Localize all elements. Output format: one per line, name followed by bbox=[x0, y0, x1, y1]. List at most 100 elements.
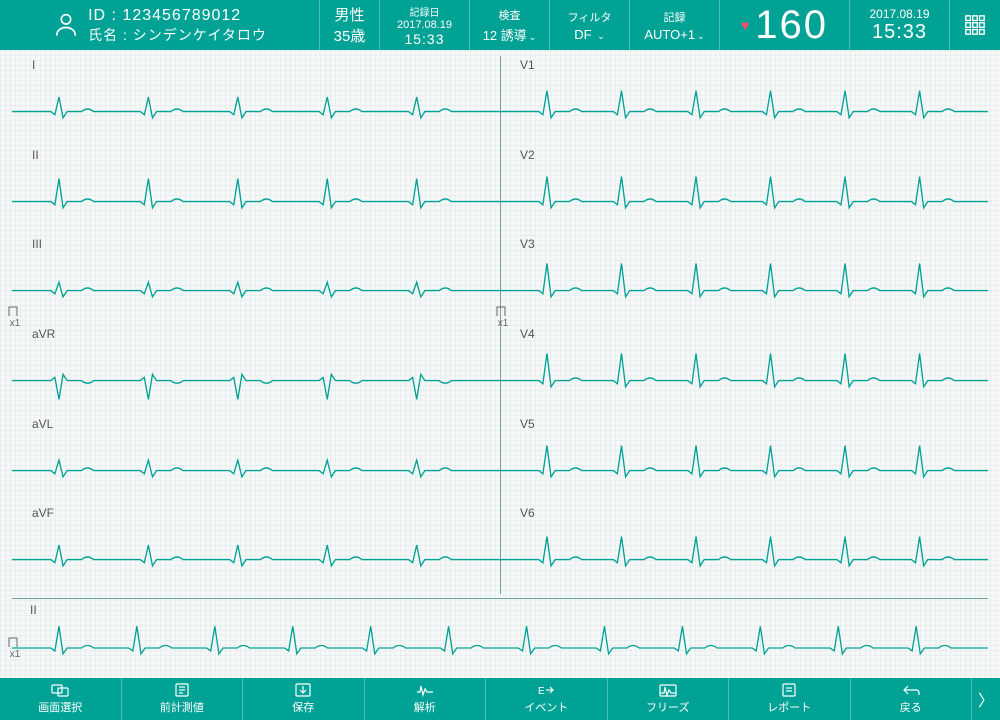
button-label: フリーズ bbox=[646, 699, 689, 715]
layout-grid-button[interactable] bbox=[950, 0, 1000, 50]
record-time: 15:33 bbox=[404, 31, 444, 47]
leads-column-left: IIIIIIaVRx1aVLaVF bbox=[12, 56, 500, 594]
prev-measure-button[interactable]: 前計測値 bbox=[122, 678, 244, 720]
lead-row: aVR bbox=[12, 325, 500, 415]
rhythm-lead-label: II bbox=[30, 603, 37, 617]
ecg-display-area: IIIIIIaVRx1aVLaVF V1V2V3V4x1V5V6 II x1 bbox=[0, 50, 1000, 678]
wave-icon bbox=[416, 683, 434, 697]
lead-label: V2 bbox=[520, 148, 535, 162]
clock-block: 2017.08.19 15:33 bbox=[850, 0, 950, 50]
button-label: 保存 bbox=[292, 699, 314, 715]
back-button[interactable]: 戻る bbox=[851, 678, 973, 720]
lead-row: V3 bbox=[500, 235, 988, 325]
lead-label: aVR bbox=[32, 327, 55, 341]
lead-label: V6 bbox=[520, 506, 535, 520]
lead-row: V4 bbox=[500, 325, 988, 415]
lead-label: V5 bbox=[520, 417, 535, 431]
lead-row: V1 bbox=[500, 56, 988, 146]
leads-column-right: V1V2V3V4x1V5V6 bbox=[500, 56, 988, 594]
freeze-button[interactable]: フリーズ bbox=[608, 678, 730, 720]
lead-trace bbox=[500, 415, 988, 505]
lead-trace bbox=[500, 146, 988, 236]
lead-trace bbox=[12, 235, 500, 325]
lead-row: I bbox=[12, 56, 500, 146]
rhythm-trace bbox=[12, 599, 988, 678]
button-label: 解析 bbox=[414, 699, 436, 715]
heart-icon: ♥ bbox=[741, 17, 749, 33]
analysis-button[interactable]: 解析 bbox=[365, 678, 487, 720]
lead-label: II bbox=[32, 148, 39, 162]
svg-text:E: E bbox=[538, 686, 545, 697]
button-label: レポート bbox=[767, 699, 811, 715]
heart-rate-value: 160 bbox=[755, 3, 828, 48]
record-date-label: 記録日 bbox=[410, 4, 440, 19]
record-mode-value: AUTO+1 bbox=[644, 27, 695, 42]
exam-label: 検査 bbox=[499, 7, 521, 23]
lead-trace bbox=[500, 504, 988, 594]
lead-trace bbox=[500, 325, 988, 415]
monitors-icon bbox=[51, 683, 69, 697]
lead-trace bbox=[12, 504, 500, 594]
lead-row: V6 bbox=[500, 504, 988, 594]
save-button[interactable]: 保存 bbox=[243, 678, 365, 720]
doc-lines-icon bbox=[173, 683, 191, 697]
id-value: 123456789012 bbox=[122, 7, 241, 24]
button-label: 画面選択 bbox=[38, 699, 82, 715]
clock-time: 15:33 bbox=[872, 21, 927, 44]
record-mode-label: 記録 bbox=[664, 9, 686, 25]
lead-row: aVF bbox=[12, 504, 500, 594]
button-label: 戻る bbox=[900, 699, 922, 715]
report-icon bbox=[780, 683, 798, 697]
header-bar: ID : 123456789012 氏名 : シンデンケイタロウ 男性 35歳 … bbox=[0, 0, 1000, 50]
person-icon bbox=[52, 10, 80, 41]
lead-trace bbox=[500, 56, 988, 146]
grid-icon bbox=[964, 14, 986, 36]
record-date-block: 記録日 2017.08.19 15:33 bbox=[380, 0, 470, 50]
screen-select-button[interactable]: 画面選択 bbox=[0, 678, 122, 720]
lead-row: II bbox=[12, 146, 500, 236]
lead-row: aVL bbox=[12, 415, 500, 505]
lead-trace bbox=[12, 56, 500, 146]
lead-trace bbox=[12, 325, 500, 415]
chevron-down-icon: ⌄ bbox=[697, 31, 705, 41]
freeze-icon bbox=[659, 683, 677, 697]
patient-block: ID : 123456789012 氏名 : シンデンケイタロウ bbox=[0, 0, 320, 50]
id-label: ID : bbox=[88, 7, 117, 24]
lead-row: V5 bbox=[500, 415, 988, 505]
record-mode-dropdown[interactable]: 記録 AUTO+1⌄ bbox=[630, 0, 720, 50]
lead-trace bbox=[12, 415, 500, 505]
report-button[interactable]: レポート bbox=[729, 678, 851, 720]
lead-row: V2 bbox=[500, 146, 988, 236]
name-value: シンデンケイタロウ bbox=[133, 27, 267, 43]
lead-label: aVF bbox=[32, 506, 54, 520]
sex-age-block: 男性 35歳 bbox=[320, 0, 380, 50]
heart-rate-block: ♥ 160 bbox=[720, 0, 850, 50]
lead-label: I bbox=[32, 58, 35, 72]
lead-trace bbox=[500, 235, 988, 325]
exam-dropdown[interactable]: 検査 12 誘導⌄ bbox=[470, 0, 550, 50]
download-icon bbox=[294, 683, 312, 697]
filter-value: DF bbox=[574, 27, 591, 42]
filter-dropdown[interactable]: フィルタ DF ⌄ bbox=[550, 0, 630, 50]
rhythm-strip: II x1 bbox=[12, 598, 988, 678]
footer-toolbar: 画面選択 前計測値保存 解析 E イベント フリーズ レポート 戻る 〉 bbox=[0, 678, 1000, 720]
name-label: 氏名 : bbox=[88, 27, 128, 43]
button-label: イベント bbox=[524, 699, 568, 715]
lead-label: V3 bbox=[520, 237, 535, 251]
calibration-mark-rhythm: x1 bbox=[8, 634, 22, 660]
lead-label: V1 bbox=[520, 58, 535, 72]
lead-label: III bbox=[32, 237, 42, 251]
calibration-mark-left: x1 bbox=[8, 303, 22, 329]
return-icon bbox=[902, 683, 920, 697]
lead-row: III bbox=[12, 235, 500, 325]
lead-label: V4 bbox=[520, 327, 535, 341]
event-button[interactable]: E イベント bbox=[486, 678, 608, 720]
exam-value: 12 誘導 bbox=[483, 28, 527, 43]
lead-trace bbox=[12, 146, 500, 236]
next-page-button[interactable]: 〉 bbox=[972, 678, 1000, 720]
clock-date: 2017.08.19 bbox=[869, 7, 929, 21]
lead-label: aVL bbox=[32, 417, 53, 431]
twelve-lead-panel: IIIIIIaVRx1aVLaVF V1V2V3V4x1V5V6 bbox=[12, 56, 988, 594]
chevron-down-icon: ⌄ bbox=[529, 32, 537, 42]
filter-label: フィルタ bbox=[568, 9, 612, 25]
